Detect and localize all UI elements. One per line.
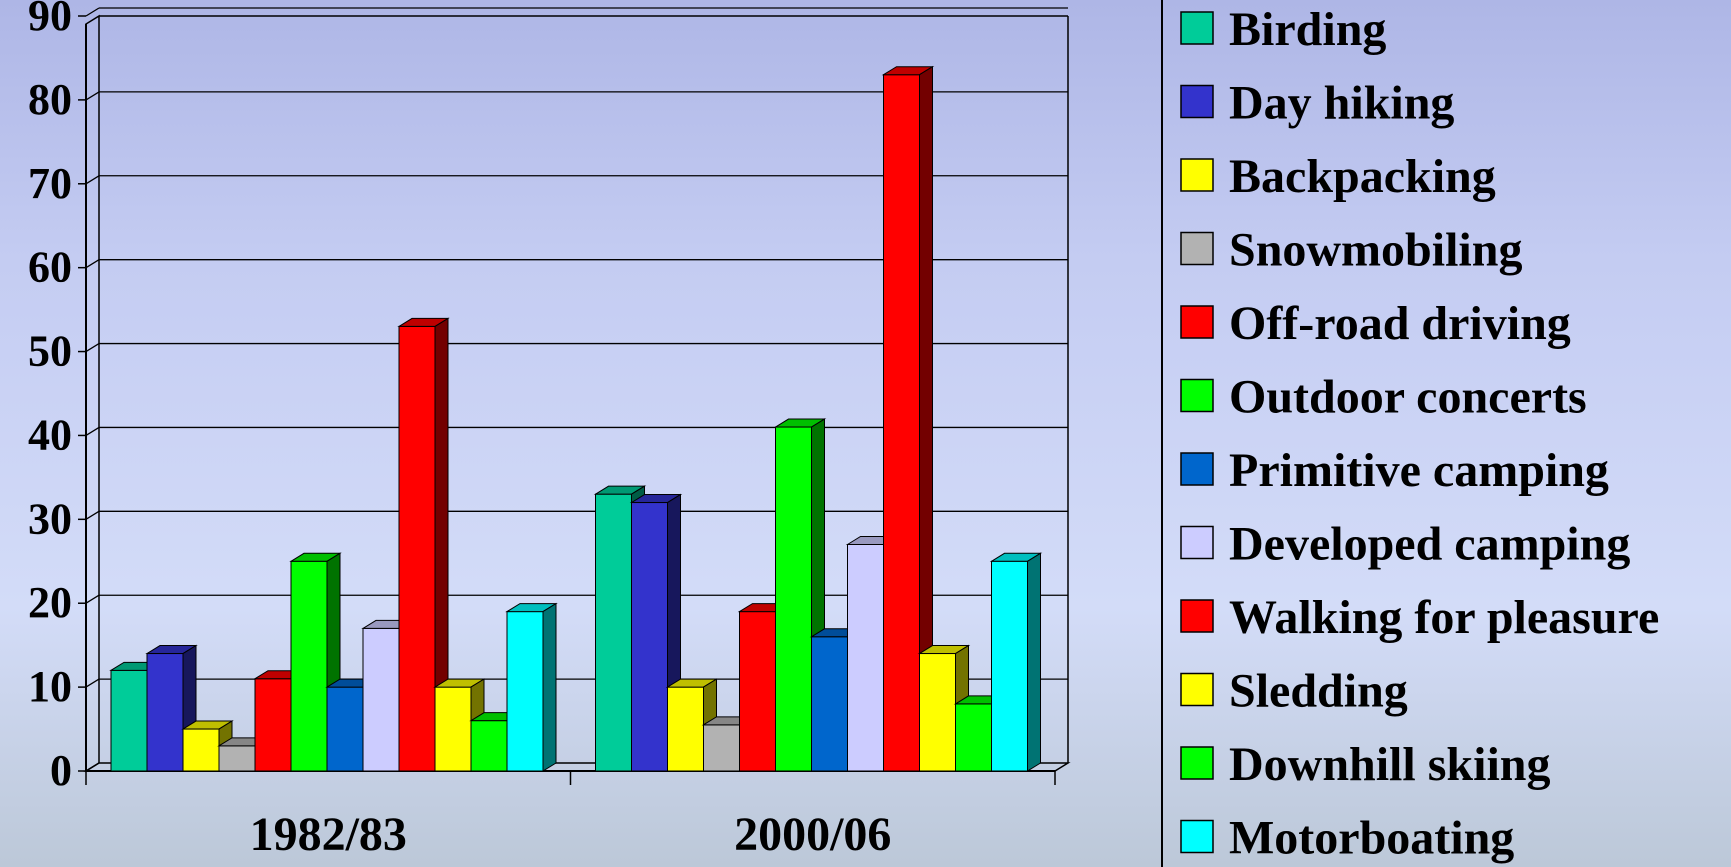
- axis-labels: 0 10 20 30 40 50 60 70 80 90 1982/83 2000/06: [28, 0, 891, 861]
- bar-front: [326, 686, 364, 772]
- legend-swatch: [1180, 378, 1214, 413]
- legend-swatch: [1180, 819, 1214, 854]
- gridline-side: [85, 594, 100, 604]
- bar-front: [470, 720, 508, 772]
- legend-item: Birding: [1180, 3, 1386, 56]
- legend-swatch: [1180, 231, 1214, 266]
- legend-item: Motorboating: [1180, 812, 1514, 865]
- bar-front: [595, 493, 632, 772]
- legend-label: Developed camping: [1229, 518, 1630, 571]
- x-category-label: 1982/83: [250, 808, 407, 861]
- bar: [989, 552, 1043, 772]
- bar-front: [182, 728, 220, 772]
- bar-front: [811, 636, 848, 772]
- gridline-side: [85, 678, 100, 688]
- legend-item: Snowmobiling: [1180, 224, 1522, 277]
- legend-swatch: [1180, 452, 1214, 486]
- bar: [145, 644, 198, 772]
- legend-item: Off-road driving: [1180, 297, 1571, 350]
- bar-front: [146, 653, 184, 772]
- legend-item: Downhill skiing: [1180, 738, 1550, 791]
- bar-front: [506, 611, 544, 772]
- bar-front: [110, 669, 148, 772]
- bar-front: [434, 686, 472, 772]
- bar-front: [362, 627, 400, 772]
- legend-swatch: [1180, 746, 1214, 780]
- bar-side: [542, 602, 557, 772]
- y-tick-label: 70: [28, 159, 72, 208]
- bar-series: [109, 65, 1043, 772]
- bar-front: [991, 560, 1028, 772]
- legend-swatch: [1180, 305, 1214, 339]
- bar-front: [847, 544, 884, 772]
- legend-swatch: [1180, 158, 1214, 192]
- legend-item: Sledding: [1180, 665, 1408, 718]
- bar-front: [218, 745, 256, 772]
- bar-front: [254, 678, 292, 772]
- bar-front: [955, 703, 992, 772]
- gridline-side: [85, 175, 100, 185]
- y-tick-label: 10: [28, 662, 72, 711]
- legend-label: Day hiking: [1229, 77, 1454, 130]
- y-tick-label: 0: [50, 746, 72, 795]
- bar-side: [1027, 552, 1041, 772]
- bar-front: [631, 502, 668, 772]
- side-wall: [85, 14, 100, 773]
- y-tick-label: 30: [28, 494, 72, 543]
- bar: [665, 678, 719, 772]
- bar-front: [667, 686, 704, 772]
- legend-label: Sledding: [1229, 665, 1408, 718]
- gridline-side: [85, 510, 100, 520]
- gridline-side: [85, 7, 100, 17]
- legend-item: Day hiking: [1180, 77, 1454, 130]
- legend-label: Walking for pleasure: [1229, 591, 1659, 644]
- legend: Birding Day hiking Backpacking Snowmobiling…: [1161, 0, 1659, 867]
- legend-swatch: [1180, 672, 1214, 707]
- x-category-label: 2000/06: [734, 808, 891, 861]
- gridline-side: [85, 343, 100, 353]
- bar-front: [883, 74, 920, 772]
- legend-label: Outdoor concerts: [1229, 371, 1587, 424]
- gridline-side: [85, 426, 100, 436]
- bar-front: [739, 611, 776, 772]
- y-tick-label: 60: [28, 243, 72, 292]
- gridline-side: [85, 91, 100, 101]
- legend-label: Downhill skiing: [1229, 738, 1550, 791]
- bar-front: [290, 560, 328, 772]
- legend-label: Birding: [1229, 3, 1386, 56]
- y-tick-label: 80: [28, 75, 72, 124]
- y-tick-label: 90: [28, 0, 72, 40]
- bar-front: [398, 325, 436, 772]
- legend-label: Off-road driving: [1229, 297, 1571, 350]
- legend-item: Backpacking: [1180, 150, 1496, 203]
- bar: [505, 602, 558, 772]
- legend-item: Primitive camping: [1180, 444, 1609, 497]
- y-tick-label: 50: [28, 327, 72, 376]
- legend-item: Walking for pleasure: [1180, 591, 1659, 644]
- legend-swatch: [1180, 84, 1214, 119]
- bar-front: [703, 724, 740, 772]
- legend-swatch: [1180, 599, 1214, 633]
- gridline-side: [85, 259, 100, 269]
- bar-front: [775, 426, 812, 772]
- legend-item: Developed camping: [1180, 518, 1630, 571]
- legend-label: Motorboating: [1229, 812, 1514, 865]
- bar-front: [919, 653, 956, 772]
- y-tick-label: 40: [28, 410, 72, 459]
- legend-swatch: [1180, 525, 1214, 560]
- legend-item: Outdoor concerts: [1180, 371, 1587, 424]
- legend-swatch: [1180, 11, 1214, 45]
- legend-label: Primitive camping: [1229, 444, 1609, 497]
- legend-label: Backpacking: [1229, 150, 1496, 203]
- y-tick-label: 20: [28, 578, 72, 627]
- legend-label: Snowmobiling: [1229, 224, 1522, 277]
